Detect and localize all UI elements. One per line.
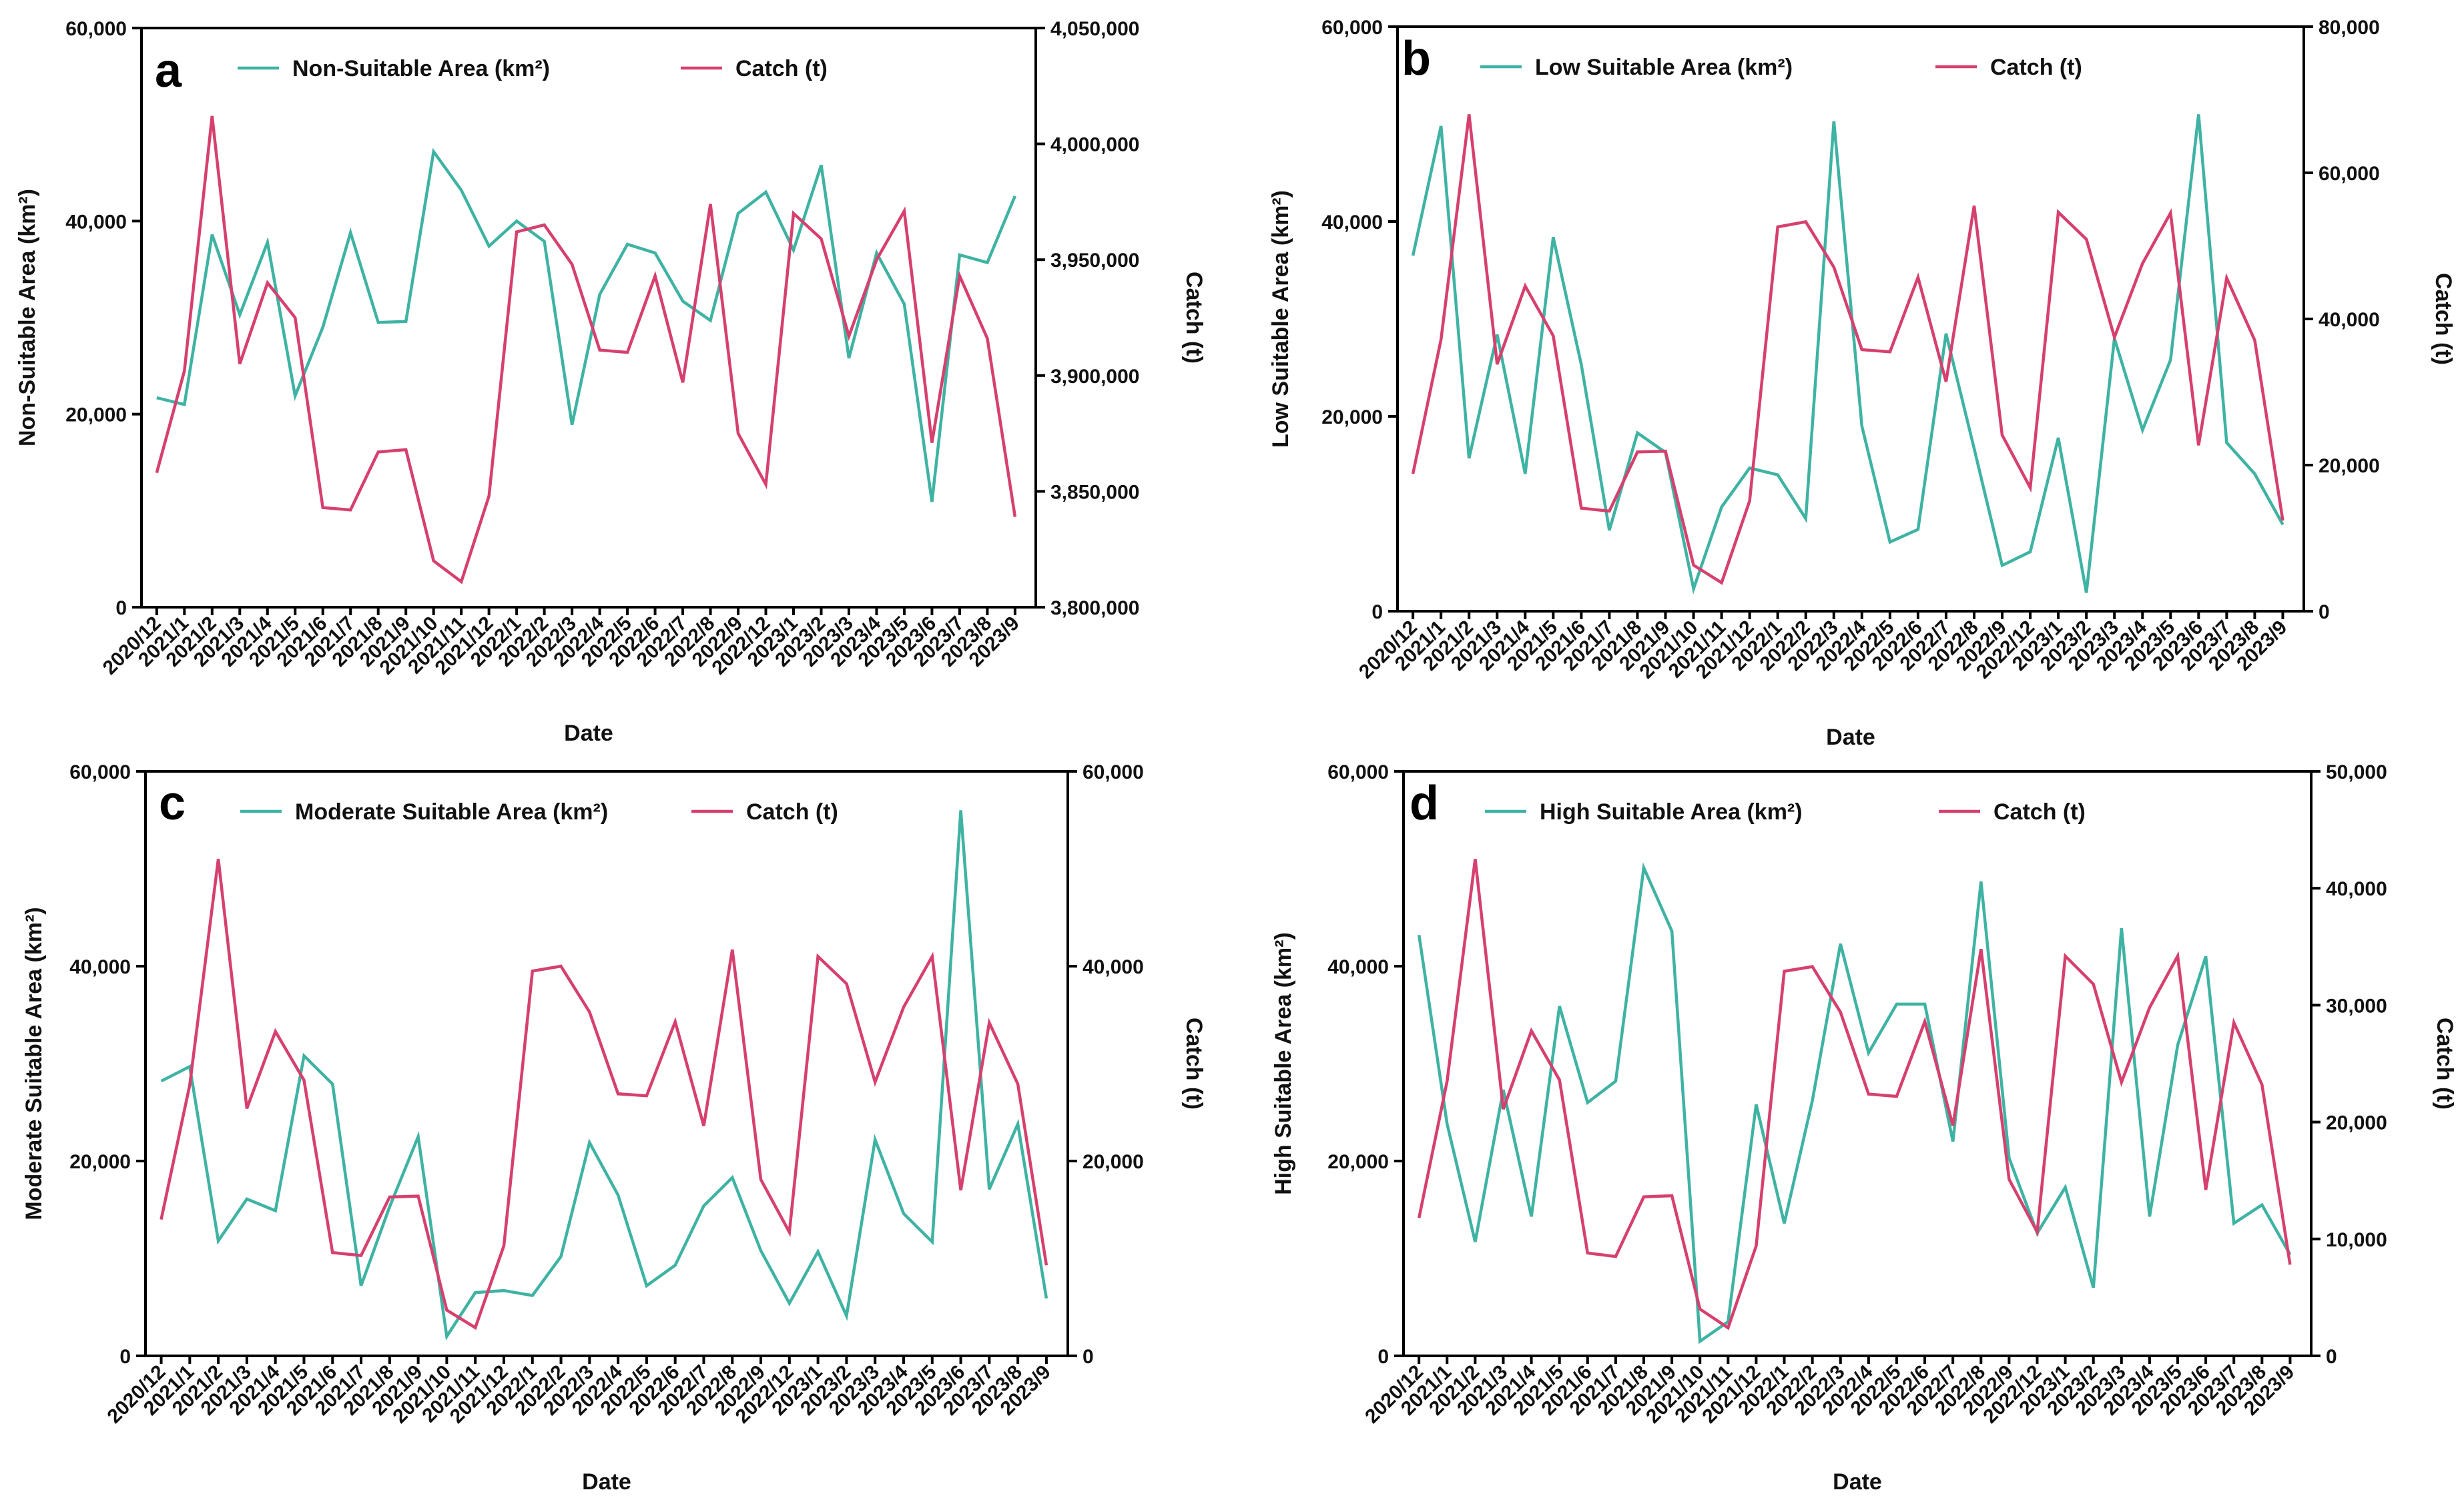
right-tick-label: 0 — [2326, 1346, 2337, 1368]
panel-c: 020,00040,00060,000020,00040,00060,00020… — [21, 761, 1207, 1495]
x-axis-title: Date — [564, 721, 613, 746]
left-tick-label: 40,000 — [65, 211, 127, 233]
panel-letter: b — [1402, 32, 1431, 85]
panel-letter: d — [1410, 777, 1439, 830]
right-tick-label: 3,800,000 — [1050, 597, 1139, 619]
right-tick-label: 30,000 — [2326, 995, 2387, 1017]
y-axis-title: Moderate Suitable Area (km²) — [21, 907, 47, 1220]
legend-area-label: Non-Suitable Area (km²) — [292, 56, 550, 81]
right-tick-label: 3,850,000 — [1050, 481, 1139, 503]
legend-area-label: High Suitable Area (km²) — [1540, 799, 1803, 825]
y2-axis-title: Catch (t) — [2432, 1018, 2457, 1110]
y-axis-title: High Suitable Area (km²) — [1271, 932, 1296, 1195]
panel-d: 0 20,000 40,000 60,000 0 10,000 20,000 30,000 40… — [1271, 761, 2457, 1495]
left-tick-label: 0 — [115, 597, 127, 619]
panel-a: 0 20,000 40,000 60,000 3,800,000 3,850,000 3,9… — [15, 18, 1207, 746]
right-tick-label: 60,000 — [1083, 761, 1144, 783]
right-tick-label: 20,000 — [1083, 1151, 1144, 1173]
right-tick-label: 80,000 — [2319, 17, 2380, 39]
right-tick-label: 40,000 — [2319, 309, 2380, 331]
right-tick-label: 3,900,000 — [1050, 366, 1139, 388]
right-tick-label: 4,050,000 — [1050, 18, 1139, 40]
left-tick-label: 60,000 — [65, 18, 127, 40]
left-tick-label: 60,000 — [1327, 761, 1389, 783]
legend-catch-label: Catch (t) — [1990, 55, 2082, 80]
y-axis-title: Non-Suitable Area (km²) — [15, 189, 40, 446]
y-axis-title: Low Suitable Area (km²) — [1268, 190, 1293, 448]
legend-area-label: Moderate Suitable Area (km²) — [295, 799, 608, 825]
right-tick-label: 10,000 — [2326, 1229, 2387, 1251]
legend-catch-label: Catch (t) — [735, 56, 828, 81]
legend-catch-label: Catch (t) — [746, 799, 838, 825]
left-tick-label: 40,000 — [1321, 212, 1383, 234]
left-tick-label: 60,000 — [1321, 17, 1383, 39]
area-series-line — [156, 147, 1016, 502]
left-tick-label: 20,000 — [69, 1151, 131, 1173]
catch-series-line — [1417, 859, 2292, 1331]
y2-axis-title: Catch (t) — [1181, 1018, 1207, 1110]
left-tick-label: 60,000 — [69, 761, 131, 783]
right-tick-label: 4,000,000 — [1050, 134, 1139, 156]
area-series-line — [160, 810, 1048, 1341]
right-tick-label: 20,000 — [2319, 455, 2380, 477]
panel-b: 0 20,000 40,000 60,000 0 20,000 40,000 60,000 80… — [1268, 17, 2456, 750]
left-tick-label: 20,000 — [1327, 1151, 1389, 1173]
panel-letter: c — [159, 777, 186, 830]
right-tick-label: 3,950,000 — [1050, 250, 1139, 272]
right-tick-label: 40,000 — [1083, 956, 1144, 978]
legend-area-label: Low Suitable Area (km²) — [1535, 55, 1793, 80]
right-tick-label: 0 — [2319, 601, 2330, 623]
left-tick-label: 0 — [1371, 601, 1383, 623]
left-tick-label: 40,000 — [1327, 956, 1389, 978]
left-tick-label: 20,000 — [65, 404, 127, 426]
x-axis-title: Date — [582, 1469, 631, 1495]
right-tick-label: 60,000 — [2319, 163, 2380, 185]
right-tick-label: 40,000 — [2326, 878, 2387, 900]
area-series-line — [1417, 862, 2292, 1345]
right-tick-label: 0 — [1083, 1346, 1094, 1368]
right-tick-label: 50,000 — [2326, 761, 2387, 783]
catch-series-line — [155, 115, 1017, 585]
panel-letter: a — [155, 44, 182, 97]
left-tick-label: 0 — [119, 1346, 131, 1368]
catch-series-line — [1411, 114, 2284, 585]
x-axis-title: Date — [1833, 1469, 1882, 1495]
left-tick-label: 0 — [1377, 1346, 1389, 1368]
left-tick-label: 40,000 — [69, 956, 131, 978]
y2-axis-title: Catch (t) — [1181, 272, 1207, 364]
catch-series-line — [160, 859, 1048, 1331]
area-series-line — [1411, 114, 2284, 595]
x-axis-title: Date — [1826, 725, 1875, 750]
left-tick-label: 20,000 — [1321, 406, 1383, 428]
legend-catch-label: Catch (t) — [1993, 799, 2086, 825]
right-tick-label: 20,000 — [2326, 1112, 2387, 1134]
y2-axis-title: Catch (t) — [2431, 273, 2456, 365]
